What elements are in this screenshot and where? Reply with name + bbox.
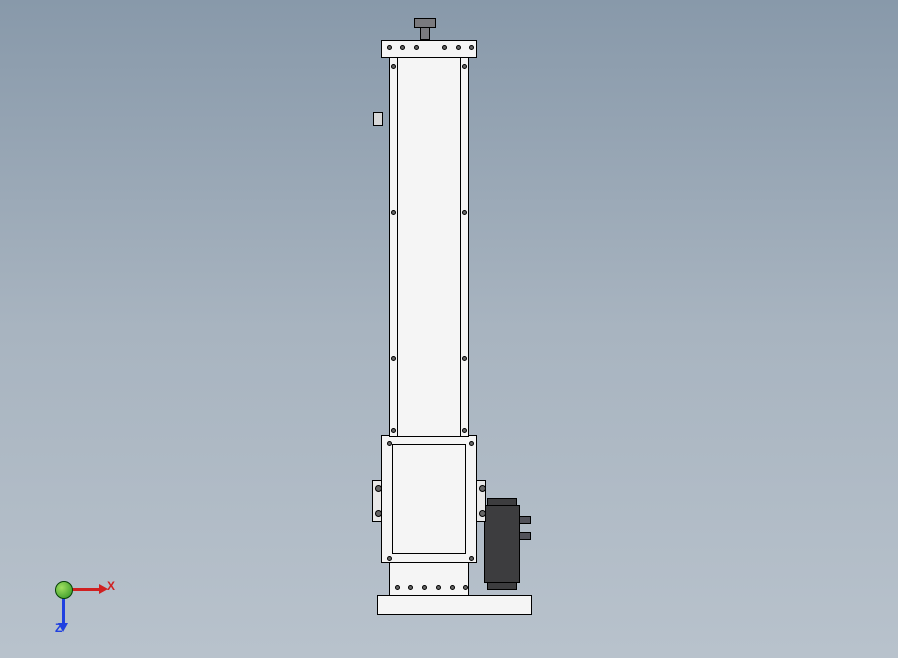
fastener-dot	[436, 585, 441, 590]
cad-viewport[interactable]: X Z	[0, 0, 898, 658]
fastener-dot	[395, 585, 400, 590]
fastener-dot	[391, 210, 396, 215]
fastener-dot	[442, 45, 447, 50]
fastener-dot	[422, 585, 427, 590]
fastener-dot	[462, 64, 467, 69]
axis-x-icon	[72, 588, 100, 591]
fastener-dot	[400, 45, 405, 50]
fastener-dot	[408, 585, 413, 590]
fasteners	[0, 0, 898, 658]
orientation-triad[interactable]: X Z	[55, 553, 115, 613]
fastener-dot	[387, 441, 392, 446]
fastener-dot	[469, 556, 474, 561]
fastener-dot	[462, 356, 467, 361]
fastener-dot	[387, 556, 392, 561]
fastener-dot	[391, 64, 396, 69]
fastener-dot	[469, 441, 474, 446]
triad-origin-icon	[55, 581, 73, 599]
fastener-dot	[391, 428, 396, 433]
axis-z-label: Z	[55, 621, 62, 635]
axis-x-label: X	[107, 579, 115, 593]
fastener-dot	[387, 45, 392, 50]
cad-model[interactable]	[0, 0, 898, 658]
fastener-dot	[469, 45, 474, 50]
fastener-dot	[450, 585, 455, 590]
fastener-dot	[391, 356, 396, 361]
fastener-dot	[463, 585, 468, 590]
fastener-dot	[462, 210, 467, 215]
fastener-dot	[462, 428, 467, 433]
fastener-dot	[414, 45, 419, 50]
axis-z-icon	[62, 598, 65, 624]
fastener-dot	[456, 45, 461, 50]
